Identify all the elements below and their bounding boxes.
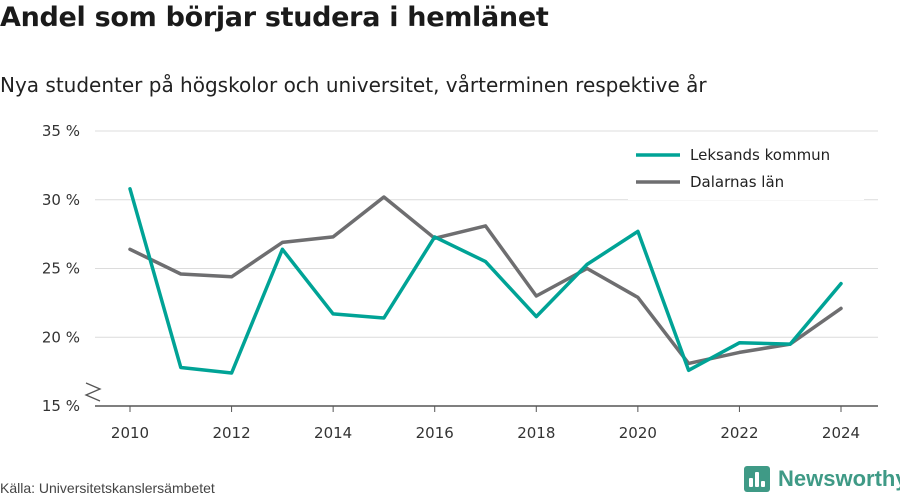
x-tick-label: 2018	[517, 424, 555, 442]
axis-break-marker	[84, 382, 102, 402]
bar-chart-icon	[744, 466, 770, 492]
x-tick-label: 2016	[416, 424, 454, 442]
x-tick-label: 2012	[212, 424, 250, 442]
chart-title: Andel som börjar studera i hemlänet	[0, 2, 549, 33]
x-tick-label: 2020	[619, 424, 657, 442]
x-tick-label: 2022	[720, 424, 758, 442]
line-chart: 15 %20 %25 %30 %35 % 2010 2012 2014 2016 201…	[42, 122, 878, 442]
y-tick-label: 20 %	[42, 328, 80, 346]
source-note: Källa: Universitetskanslersämbetet	[0, 480, 215, 496]
y-tick-label: 15 %	[42, 397, 80, 415]
y-tick-label: 30 %	[42, 191, 80, 209]
x-axis: 2010 2012 2014 2016 2018 2020 2022 2024	[95, 405, 878, 442]
series-line	[128, 195, 843, 366]
chart-subtitle: Nya studenter på högskolor och universit…	[0, 73, 707, 97]
y-tick-label: 35 %	[42, 122, 80, 140]
legend-background	[628, 138, 864, 200]
y-axis: 15 % 20 % 25 % 30 % 35 %	[42, 122, 102, 415]
x-tick-label: 2014	[314, 424, 352, 442]
legend-label: Dalarnas län	[690, 173, 784, 191]
brand-name: Newsworthy	[778, 466, 900, 491]
y-tick-label: 25 %	[42, 260, 80, 278]
legend: Leksands kommun Dalarnas län	[628, 138, 864, 200]
legend-label: Leksands kommun	[690, 146, 830, 164]
series-lines	[128, 187, 843, 375]
brand-logo: Newsworthy	[744, 466, 900, 492]
series-line	[128, 187, 843, 375]
x-tick-label: 2024	[822, 424, 860, 442]
x-tick-label: 2010	[111, 424, 149, 442]
